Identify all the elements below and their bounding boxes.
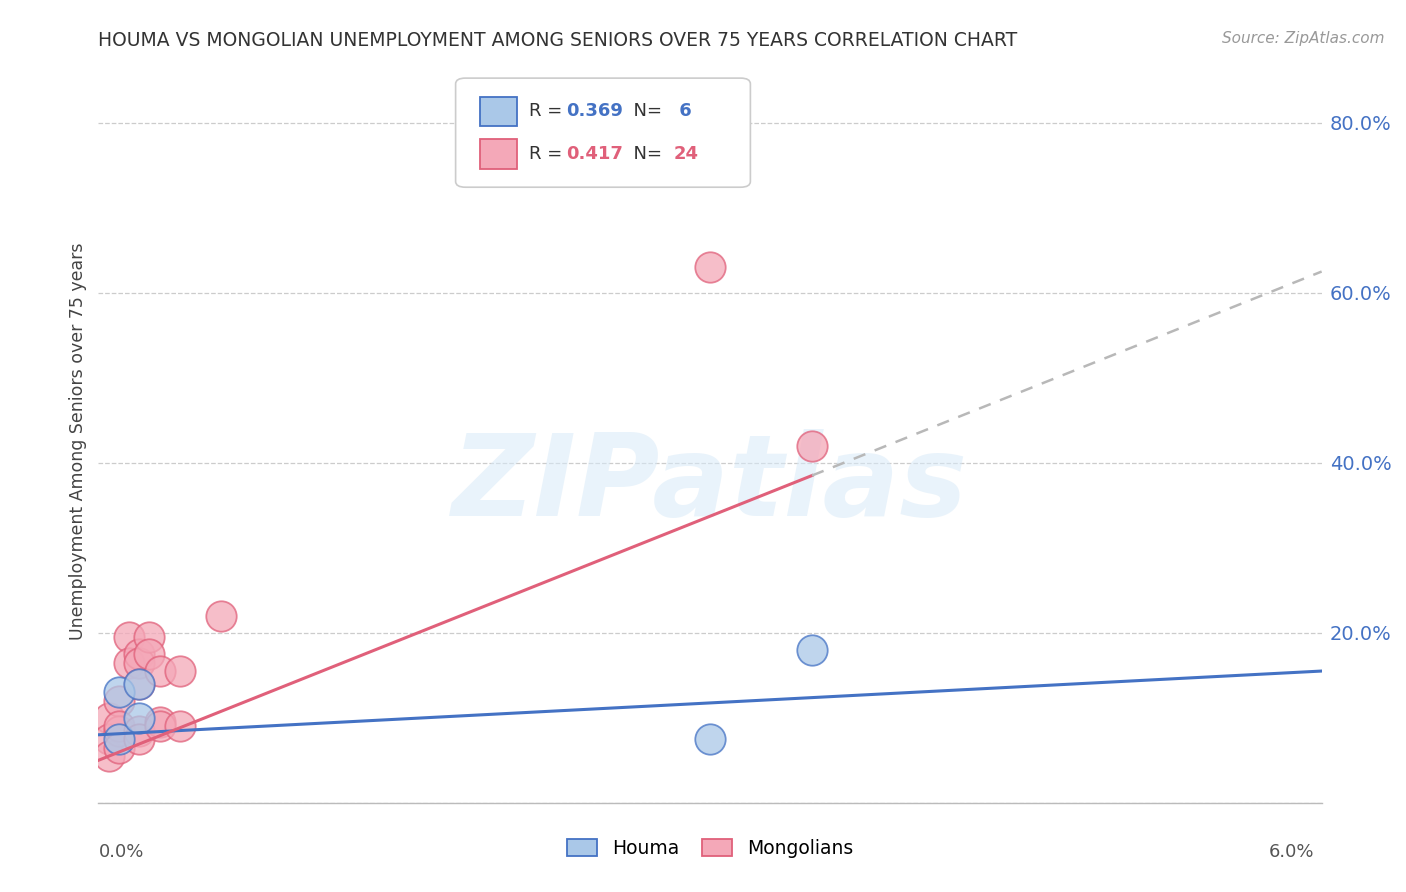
- Point: [209, 608, 232, 623]
- Text: 0.369: 0.369: [565, 103, 623, 120]
- Text: Source: ZipAtlas.com: Source: ZipAtlas.com: [1222, 31, 1385, 46]
- Text: 0.417: 0.417: [565, 145, 623, 163]
- Point: [128, 677, 150, 691]
- Text: ZIPatlas: ZIPatlas: [451, 429, 969, 541]
- Point: [128, 732, 150, 747]
- Point: [128, 656, 150, 670]
- Point: [699, 260, 721, 275]
- Point: [138, 630, 160, 644]
- Point: [169, 664, 191, 678]
- Point: [108, 740, 131, 755]
- FancyBboxPatch shape: [479, 139, 517, 169]
- Point: [108, 694, 131, 708]
- Point: [801, 642, 824, 657]
- Point: [169, 719, 191, 733]
- Text: N=: N=: [621, 103, 668, 120]
- Text: HOUMA VS MONGOLIAN UNEMPLOYMENT AMONG SENIORS OVER 75 YEARS CORRELATION CHART: HOUMA VS MONGOLIAN UNEMPLOYMENT AMONG SE…: [98, 31, 1018, 50]
- FancyBboxPatch shape: [479, 96, 517, 126]
- Text: 24: 24: [673, 145, 699, 163]
- Point: [118, 630, 141, 644]
- Point: [108, 685, 131, 699]
- Point: [97, 732, 120, 747]
- Point: [128, 711, 150, 725]
- Point: [108, 732, 131, 747]
- Point: [118, 656, 141, 670]
- Point: [801, 439, 824, 453]
- Point: [138, 647, 160, 661]
- Point: [97, 749, 120, 764]
- Legend: Houma, Mongolians: Houma, Mongolians: [560, 831, 860, 865]
- Text: 6.0%: 6.0%: [1270, 843, 1315, 861]
- Point: [128, 677, 150, 691]
- Text: 6: 6: [673, 103, 692, 120]
- Text: 0.0%: 0.0%: [98, 843, 143, 861]
- Point: [149, 719, 172, 733]
- Point: [149, 664, 172, 678]
- Point: [108, 719, 131, 733]
- Text: N=: N=: [621, 145, 668, 163]
- Text: R =: R =: [529, 103, 568, 120]
- Point: [128, 723, 150, 738]
- Point: [699, 732, 721, 747]
- Point: [149, 714, 172, 729]
- Point: [128, 647, 150, 661]
- FancyBboxPatch shape: [456, 78, 751, 187]
- Text: R =: R =: [529, 145, 568, 163]
- Point: [108, 723, 131, 738]
- Y-axis label: Unemployment Among Seniors over 75 years: Unemployment Among Seniors over 75 years: [69, 243, 87, 640]
- Point: [97, 711, 120, 725]
